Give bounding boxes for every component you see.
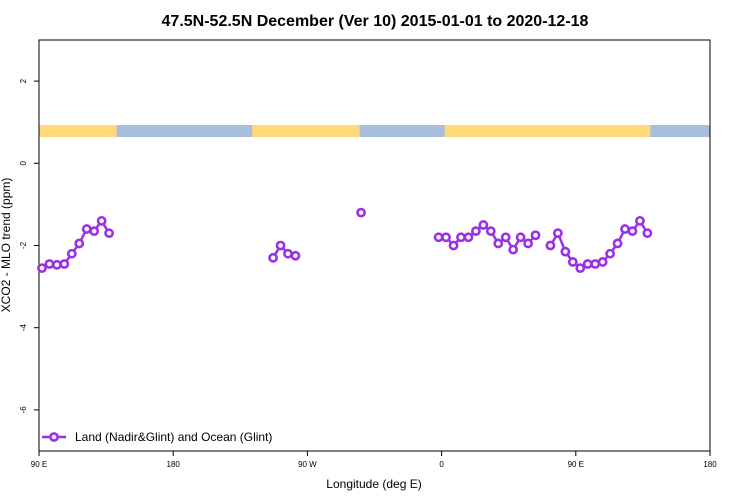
land-band [39, 125, 117, 137]
legend-marker [49, 432, 59, 442]
data-point [81, 224, 92, 234]
data-point [463, 232, 474, 243]
data-point [493, 238, 504, 249]
y-tick-label: -6 [19, 406, 28, 414]
data-point [642, 228, 653, 239]
data-point [523, 238, 533, 249]
data-point [441, 232, 451, 243]
y-tick-label: -4 [19, 324, 28, 332]
data-point [597, 257, 608, 267]
y-tick-label: 0 [19, 161, 28, 166]
data-point [268, 252, 279, 263]
data-point [448, 240, 459, 251]
data-point [545, 240, 556, 251]
y-tick-label: -2 [19, 241, 28, 249]
data-point [567, 257, 578, 267]
data-point [356, 207, 366, 218]
data-point [104, 228, 114, 239]
data-point [59, 259, 70, 269]
data-point [635, 215, 645, 226]
series [37, 207, 653, 274]
data-point [470, 226, 481, 237]
y-tick-label: 2 [19, 78, 28, 83]
data-point [620, 224, 630, 234]
data-point [560, 246, 571, 257]
data-point [433, 232, 444, 243]
land-band [444, 125, 651, 137]
y-axis: 2 0 -2 -4 -6 [19, 78, 39, 413]
data-point [74, 238, 85, 249]
data-point [290, 250, 301, 261]
data-point [590, 259, 601, 269]
x-axis-label: Longitude (deg E) [326, 477, 421, 491]
legend-label: Land (Nadir&Glint) and Ocean (Glint) [75, 430, 272, 444]
y-axis-label: XCO2 - MLO trend (ppm) [0, 178, 13, 313]
data-point [66, 248, 77, 259]
surface-strip [39, 125, 710, 137]
x-tick-label: 180 [703, 460, 717, 469]
x-tick-label: 90 E [568, 460, 584, 469]
data-point [485, 226, 496, 237]
data-point [515, 232, 526, 243]
x-tick-label: 90 W [298, 460, 317, 469]
data-point [96, 215, 107, 226]
data-point [89, 226, 100, 237]
plot-frame [38, 39, 711, 452]
x-axis: 90 E 180 90 W 0 90 E 180 [31, 451, 717, 469]
data-point [283, 248, 293, 259]
x-tick-label: 90 E [31, 460, 47, 469]
data-point [575, 263, 586, 274]
data-point [51, 259, 62, 270]
data-point [605, 248, 615, 259]
data-point [478, 220, 489, 230]
x-tick-label: 180 [167, 460, 181, 469]
data-point [612, 238, 623, 249]
data-point [37, 263, 47, 274]
data-point [44, 259, 55, 269]
data-point [508, 244, 519, 255]
legend: Land (Nadir&Glint) and Ocean (Glint) [42, 430, 272, 444]
x-tick-label: 0 [439, 460, 444, 469]
land-band [252, 125, 360, 137]
chart-title: 47.5N-52.5N December (Ver 10) 2015-01-01… [162, 13, 589, 30]
data-point [627, 226, 638, 237]
data-point [456, 232, 466, 243]
data-point [500, 232, 511, 243]
data-point [553, 228, 563, 239]
data-point [530, 230, 541, 241]
data-point [275, 240, 286, 251]
data-point [582, 259, 593, 269]
